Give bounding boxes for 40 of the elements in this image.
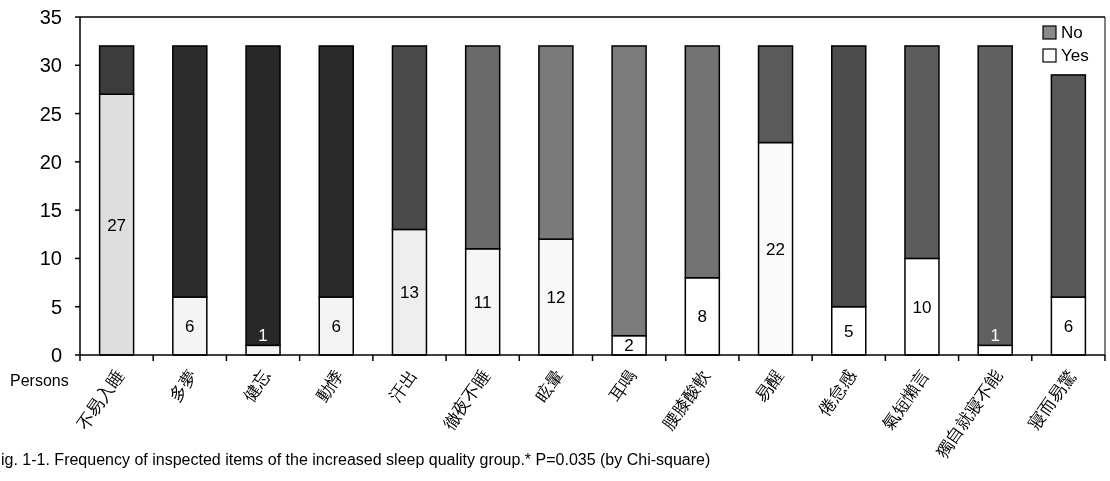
data-label: 27 [107,215,127,235]
x-tick-label: 倦怠感 [815,366,861,420]
y-tick-label: 10 [39,247,62,270]
data-label: 1 [258,326,268,346]
y-tick-label: 15 [39,199,62,222]
y-tick-label: 35 [39,6,62,28]
y-tick-label: 0 [50,344,62,366]
text: ig. 1-1. Frequency of inspected items of the increased sleep quality group.* P=0.035 (by Chi-square) [1,451,711,468]
x-tick-label: 健忘 [239,366,275,406]
data-label: 13 [400,283,419,303]
x-tick-label: 氣短懶言 [878,366,934,433]
y-tick-label: 30 [39,54,62,77]
x-tick-label: 耳鳴 [605,366,641,406]
x-tick-label: 眩暈 [532,366,568,406]
data-label: 5 [844,321,854,341]
data-label: 2 [624,336,634,356]
data-label: 6 [331,317,341,337]
data-label: 6 [185,317,195,337]
y-tick-label: 25 [39,102,62,125]
data-label: 12 [546,288,566,308]
y-tick-label: 20 [39,150,62,173]
x-tick-label: 不易入睡 [73,366,128,433]
y-tick-label: 5 [50,295,62,318]
data-label: 6 [1063,317,1074,337]
y-axis-title: Persons [10,372,69,389]
data-label: 1 [990,326,1000,346]
x-tick-label: 腰膝酸軟 [659,366,714,433]
data-label: 10 [912,297,932,317]
data-label: 11 [473,292,492,312]
x-tick-label: 寢而易驚 [1025,366,1080,433]
legend-label: Yes [1061,46,1089,65]
data-label: 22 [766,239,785,259]
x-tick-label: 多夢 [166,366,202,406]
x-tick-label: 易醒 [751,366,787,406]
data-label: 8 [697,307,708,327]
x-tick-label: 徹夜不睡 [439,366,494,433]
x-tick-label: 動悸 [312,366,348,406]
x-tick-label: 獨自就寢不能 [932,366,1007,461]
legend-label: No [1061,23,1083,42]
x-tick-label: 汗出 [385,366,421,406]
